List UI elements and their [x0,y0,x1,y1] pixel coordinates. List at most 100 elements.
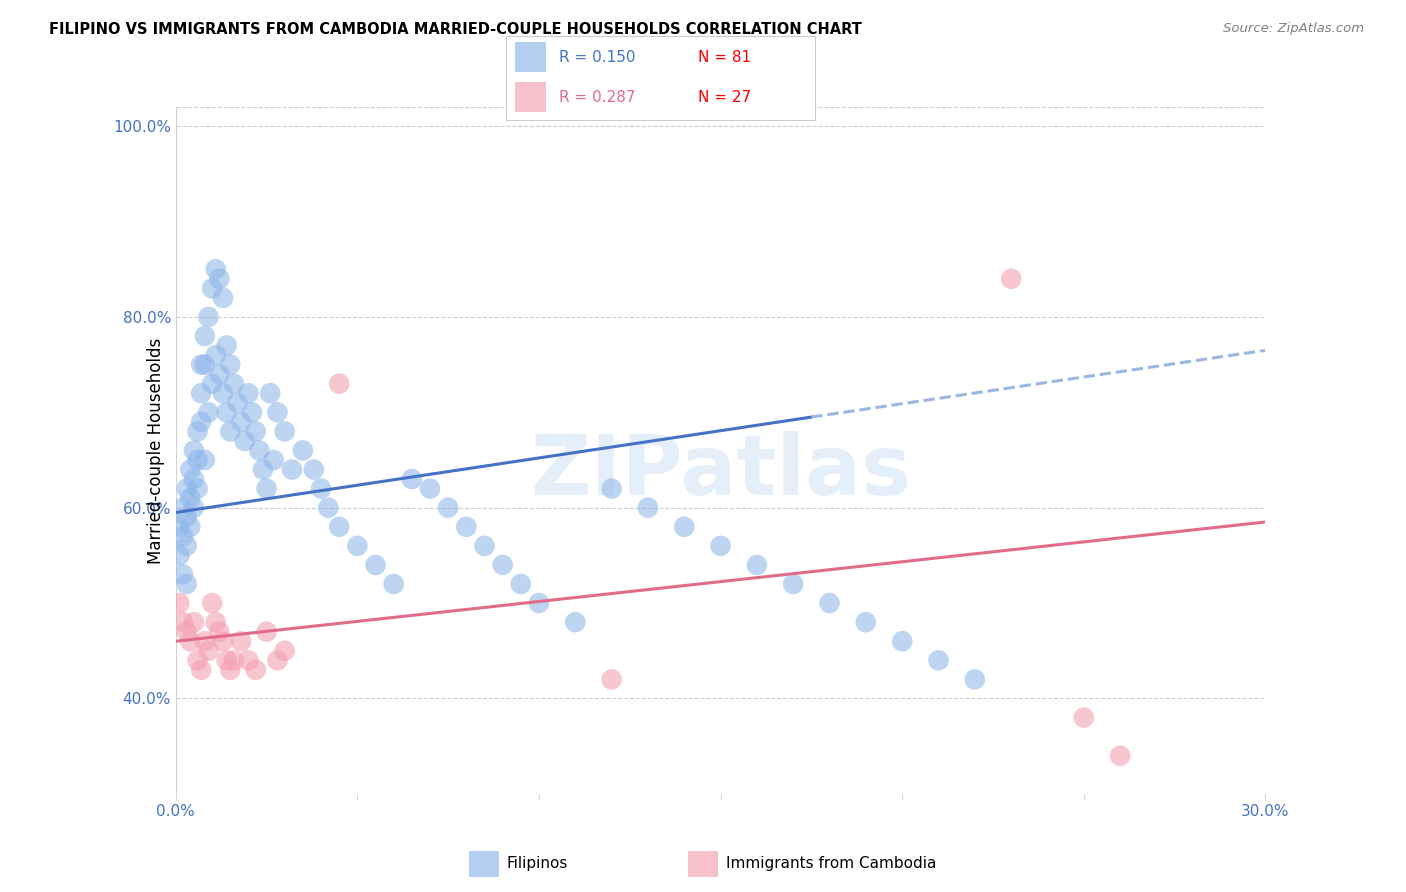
Point [215,653,238,667]
Point [233,434,256,448]
Point [197,644,219,658]
Point [456,520,478,534]
Point [263,453,285,467]
Point [245,425,267,439]
Point [183,500,205,515]
Point [179,462,201,476]
Point [928,653,950,667]
Point [219,358,242,372]
Point [204,348,226,362]
FancyBboxPatch shape [470,851,499,877]
Point [186,453,209,467]
Point [190,386,212,401]
Point [222,653,245,667]
Point [509,577,531,591]
Point [274,644,297,658]
Point [169,520,191,534]
Point [710,539,733,553]
Point [855,615,877,630]
Point [302,462,325,476]
Point [673,520,696,534]
Point [201,376,224,391]
Point [201,281,224,295]
Point [194,634,217,648]
Point [437,500,460,515]
Point [226,396,249,410]
Point [364,558,387,572]
Text: ZIPatlas: ZIPatlas [530,431,911,512]
Point [527,596,550,610]
Point [328,520,350,534]
Point [238,653,260,667]
Point [172,615,194,630]
Point [215,338,238,352]
Point [346,539,368,553]
Point [219,425,242,439]
Point [169,596,191,610]
Point [266,653,288,667]
Point [190,358,212,372]
Point [204,615,226,630]
Point [219,663,242,677]
Point [1109,748,1132,763]
Point [891,634,914,648]
Point [259,386,281,401]
Point [238,386,260,401]
Point [245,663,267,677]
Text: FILIPINO VS IMMIGRANTS FROM CAMBODIA MARRIED-COUPLE HOUSEHOLDS CORRELATION CHART: FILIPINO VS IMMIGRANTS FROM CAMBODIA MAR… [49,22,862,37]
Point [212,634,235,648]
Point [600,482,623,496]
Point [215,405,238,419]
Point [176,482,198,496]
Text: R = 0.150: R = 0.150 [558,50,636,65]
Text: N = 81: N = 81 [697,50,751,65]
Point [328,376,350,391]
Point [212,291,235,305]
Point [183,615,205,630]
Point [204,262,226,277]
Point [176,539,198,553]
Text: R = 0.287: R = 0.287 [558,89,636,104]
Y-axis label: Married-couple Households: Married-couple Households [146,337,165,564]
Point [208,624,231,639]
Point [474,539,496,553]
Point [194,358,217,372]
Point [176,577,198,591]
Point [1073,710,1095,724]
Point [247,443,270,458]
Point [291,443,314,458]
Point [176,624,198,639]
Point [212,386,235,401]
Point [600,673,623,687]
Point [231,634,253,648]
Point [274,425,297,439]
Point [256,482,278,496]
Point [564,615,586,630]
Point [172,567,194,582]
Text: N = 27: N = 27 [697,89,751,104]
Point [208,367,231,381]
Point [169,549,191,563]
Point [186,425,209,439]
Point [186,653,209,667]
Point [382,577,405,591]
Point [176,510,198,524]
Point [183,443,205,458]
Point [179,634,201,648]
Point [266,405,288,419]
Point [1000,271,1022,285]
FancyBboxPatch shape [516,43,547,72]
Point [194,453,217,467]
Point [281,462,304,476]
Point [172,500,194,515]
Point [637,500,659,515]
Point [492,558,515,572]
Point [256,624,278,639]
Text: Immigrants from Cambodia: Immigrants from Cambodia [725,855,936,871]
Point [745,558,768,572]
Text: Source: ZipAtlas.com: Source: ZipAtlas.com [1223,22,1364,36]
Point [186,482,209,496]
FancyBboxPatch shape [689,851,718,877]
Point [252,462,274,476]
Point [231,415,253,429]
